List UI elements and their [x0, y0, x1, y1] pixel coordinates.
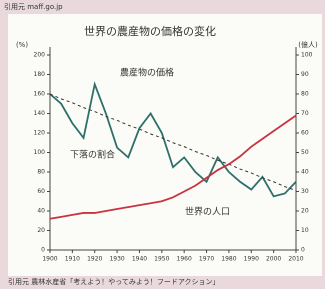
source-top: 引用元 maff.go.jp — [4, 2, 63, 11]
x-tick-label: 2000 — [266, 256, 281, 263]
y2-tick-label: 60 — [301, 130, 309, 137]
y2-tick-label: 20 — [301, 208, 309, 215]
x-tick-label: 1990 — [244, 256, 259, 263]
x-tick-label: 2010 — [288, 256, 303, 263]
y-tick-label: 0 — [41, 247, 45, 254]
x-tick-label: 1920 — [87, 256, 102, 263]
source-bottom: 引用元 農林水産省「考えよう！やってみよう！フードアクション」 — [8, 277, 220, 286]
y-tick-label: 140 — [34, 110, 46, 117]
y2-axis-label: (億人) — [298, 40, 318, 49]
y-tick-label: 120 — [34, 130, 46, 137]
series-label: 世界の人口 — [185, 206, 230, 218]
x-tick-label: 1960 — [177, 256, 192, 263]
y-tick-label: 200 — [34, 52, 46, 59]
y2-tick-label: 40 — [301, 169, 309, 176]
y-tick-label: 180 — [34, 71, 46, 78]
x-tick-label: 1910 — [65, 256, 80, 263]
y-tick-label: 160 — [34, 91, 46, 98]
chart: 引用元 maff.go.jp 世界の農産物の価格の変化 (%) (億人) 引用元… — [0, 0, 325, 289]
y2-tick-label: 70 — [301, 110, 309, 117]
y2-tick-label: 100 — [301, 52, 313, 59]
y2-tick-label: 90 — [301, 71, 309, 78]
y-axis-label: (%) — [16, 41, 28, 49]
y-tick-label: 80 — [37, 169, 45, 176]
chart-title: 世界の農産物の価格の変化 — [84, 24, 216, 38]
y2-tick-label: 50 — [301, 149, 309, 156]
x-tick-label: 1940 — [132, 256, 147, 263]
x-tick-label: 1900 — [42, 256, 57, 263]
y-tick-label: 60 — [37, 188, 45, 195]
y-tick-label: 40 — [37, 208, 45, 215]
x-tick-label: 1950 — [154, 256, 169, 263]
y2-tick-label: 10 — [301, 227, 309, 234]
y2-tick-label: 30 — [301, 188, 309, 195]
y-tick-label: 100 — [34, 149, 46, 156]
y-tick-label: 20 — [37, 227, 45, 234]
x-tick-label: 1930 — [109, 256, 124, 263]
x-tick-label: 1970 — [199, 256, 214, 263]
series-label: 下落の割合 — [70, 149, 115, 161]
y2-tick-label: 0 — [301, 247, 305, 254]
x-tick-label: 1980 — [221, 256, 236, 263]
series-label: 農産物の価格 — [120, 67, 174, 79]
y2-tick-label: 80 — [301, 91, 309, 98]
